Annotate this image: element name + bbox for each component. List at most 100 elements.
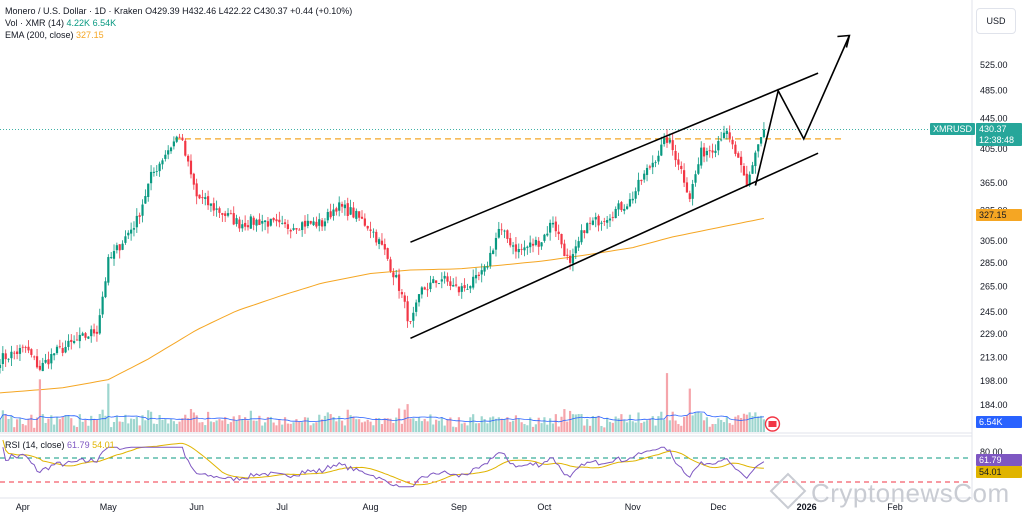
candle-body [580, 230, 583, 243]
volume-bar [554, 414, 557, 432]
candle-body [178, 136, 181, 138]
volume-bar [295, 419, 298, 432]
candle-body [226, 213, 230, 216]
volume-bar [232, 416, 235, 432]
candle-body [623, 208, 626, 211]
candle-body [55, 346, 59, 354]
volume-bar [463, 422, 466, 432]
legend-ohlc: O429.39 H432.46 L422.22 C430.37 +0.44 (+… [145, 6, 353, 16]
candle-body [591, 220, 594, 225]
candle-body [61, 348, 64, 353]
volume-bar [50, 415, 53, 432]
volume-bar [272, 422, 275, 432]
volume-bar [201, 422, 204, 432]
legend-symbol[interactable]: Monero / U.S. Dollar · 1D · Kraken [5, 6, 143, 16]
volume-bar [728, 423, 731, 432]
volume-bar [514, 415, 518, 432]
volume-bar [400, 423, 404, 432]
candle-body [463, 285, 466, 289]
candle-body [395, 275, 398, 278]
price-tick-label: 485.00 [980, 86, 1008, 96]
legend-ema-label[interactable]: EMA (200, close) [5, 30, 74, 40]
rsi-tag: 61.79 [976, 454, 1022, 466]
volume-bar [58, 419, 61, 432]
volume-bar [261, 425, 264, 432]
volume-bar [392, 422, 395, 432]
candle-body [500, 229, 503, 231]
volume-bar [586, 418, 589, 432]
volume-bar [628, 414, 632, 432]
volume-bar [549, 418, 552, 432]
candle-body [748, 174, 751, 186]
volume-bar [386, 418, 389, 432]
candle-body [563, 243, 566, 257]
candle-body [520, 248, 523, 250]
volume-bar [472, 414, 475, 432]
volume-bar [731, 424, 734, 432]
volume-bar [480, 416, 483, 432]
volume-bar [81, 421, 84, 432]
volume-bar [417, 417, 421, 432]
candle-body [680, 165, 683, 170]
candle-body [115, 245, 118, 251]
candle-body [281, 222, 284, 224]
candle-body [16, 351, 19, 354]
candle-body [503, 230, 506, 232]
volume-ma-line [0, 411, 764, 423]
legend-rsi-label[interactable]: RSI (14, close) [5, 440, 65, 450]
volume-bar [762, 419, 766, 432]
month-label: Jun [189, 502, 204, 512]
volume-bar [643, 421, 646, 432]
price-tick-label: 213.00 [980, 353, 1008, 363]
candle-body [346, 203, 349, 216]
volume-bar [312, 423, 315, 432]
price-tick-label: 365.00 [980, 178, 1008, 188]
symbol-tag: XMRUSD [930, 123, 976, 135]
volume-bar [164, 419, 167, 432]
candle-body [668, 139, 671, 143]
candle-body [566, 254, 569, 256]
candle-body [312, 221, 315, 226]
candle-body [289, 230, 292, 232]
candle-body [167, 150, 170, 155]
volume-bar [531, 426, 535, 432]
candle-body [740, 156, 743, 166]
candle-body [187, 155, 190, 162]
volume-bar [366, 419, 369, 432]
volume-bar [172, 421, 175, 432]
candle-body [546, 233, 549, 236]
volume-bar [289, 423, 292, 432]
price-tick-label: 245.00 [980, 307, 1008, 317]
currency-button[interactable]: USD [976, 8, 1016, 34]
volume-bar [95, 419, 99, 432]
legend-ema-value: 327.15 [76, 30, 104, 40]
candle-body [10, 351, 13, 359]
candle-body [474, 275, 478, 279]
volume-bar [360, 422, 364, 432]
volume-bar [751, 415, 754, 432]
legend-volume-label[interactable]: Vol · XMR (14) [5, 18, 65, 28]
volume-bar [47, 418, 50, 432]
candle-body [303, 220, 307, 227]
volume-bar [446, 419, 449, 432]
volume-bar [608, 421, 612, 432]
volume-bar [252, 420, 255, 432]
volume-bar [249, 410, 252, 432]
volume-bar [169, 419, 173, 432]
candle-body [711, 150, 714, 153]
candle-body [292, 228, 295, 230]
legend-volume-row: Vol · XMR (14) 4.22K 6.54K [5, 18, 116, 29]
candle-body [429, 282, 432, 290]
rsi-tick-label: 80.00 [980, 447, 1003, 457]
volume-bar [24, 425, 27, 432]
volume-bar [21, 423, 24, 432]
candle-body [18, 348, 22, 354]
volume-bar [663, 419, 666, 432]
candle-body [263, 220, 267, 223]
volume-bar [64, 415, 67, 432]
volume-bar [241, 418, 244, 432]
volume-bar [144, 420, 147, 432]
candle-body [306, 220, 309, 226]
candle-body [449, 281, 452, 287]
